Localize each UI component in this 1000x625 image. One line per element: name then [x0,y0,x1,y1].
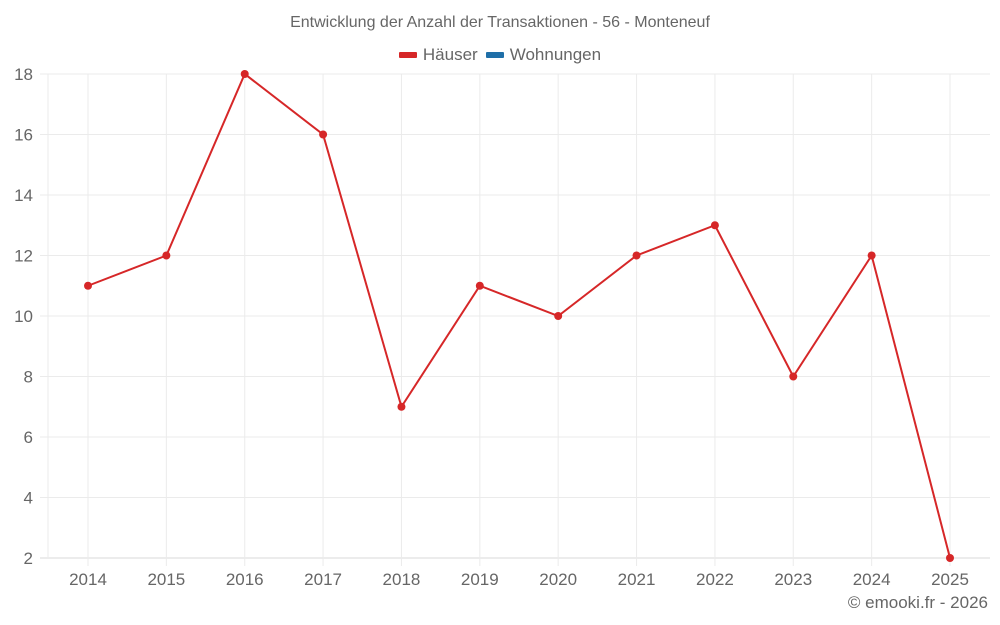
x-tick-label: 2023 [774,570,812,589]
axes: 2 4 6 8 10 12 14 16 18 2014 2015 2016 2017 2018 2019 20… [14,65,969,589]
y-tick-label: 6 [24,428,33,447]
x-tick-label: 2014 [69,570,107,589]
y-tick-label: 18 [14,65,33,84]
legend-label-apartments: Wohnungen [509,45,602,64]
x-tick-label: 2024 [853,570,891,589]
legend-label-houses: Häuser [422,45,478,64]
legend-swatch-apartments [485,52,504,58]
data-point[interactable] [240,70,249,78]
legend: Häuser Wohnungen [0,45,1000,65]
x-tick-label: 2018 [383,570,421,589]
data-point[interactable] [162,251,171,260]
series-line [87,72,951,559]
x-tick-label: 2019 [461,570,499,589]
y-tick-label: 16 [14,126,33,145]
y-tick-label: 2 [24,549,33,568]
data-point[interactable] [632,251,641,260]
x-tick-label: 2025 [931,570,969,589]
data-point[interactable] [319,130,328,139]
x-tick-label: 2021 [618,570,656,589]
x-tick-label: 2022 [696,570,734,589]
data-point[interactable] [789,372,798,381]
x-tick-label: 2017 [304,570,342,589]
data-point[interactable] [397,402,406,411]
y-tick-label: 8 [24,368,33,387]
grid [40,73,990,566]
data-point[interactable] [554,312,563,320]
legend-item-houses[interactable]: Häuser [398,45,478,65]
x-tick-label: 2020 [539,570,577,589]
legend-swatch-houses [398,52,417,58]
data-point[interactable] [84,281,92,290]
credit: © emooki.fr - 2026 [847,593,988,612]
x-tick-label: 2016 [226,570,264,589]
legend-item-apartments[interactable]: Wohnungen [485,45,602,65]
chart-title: Entwicklung der Anzahl der Transaktionen… [290,14,710,31]
x-tick-label: 2015 [147,570,185,589]
y-tick-label: 14 [14,186,33,205]
y-tick-label: 12 [14,247,33,266]
data-point[interactable] [867,251,876,260]
y-tick-label: 10 [14,307,33,326]
data-point[interactable] [946,554,954,562]
y-tick-label: 4 [24,489,33,508]
series-houses [84,70,954,562]
data-point[interactable] [710,221,719,230]
data-point[interactable] [475,281,484,290]
